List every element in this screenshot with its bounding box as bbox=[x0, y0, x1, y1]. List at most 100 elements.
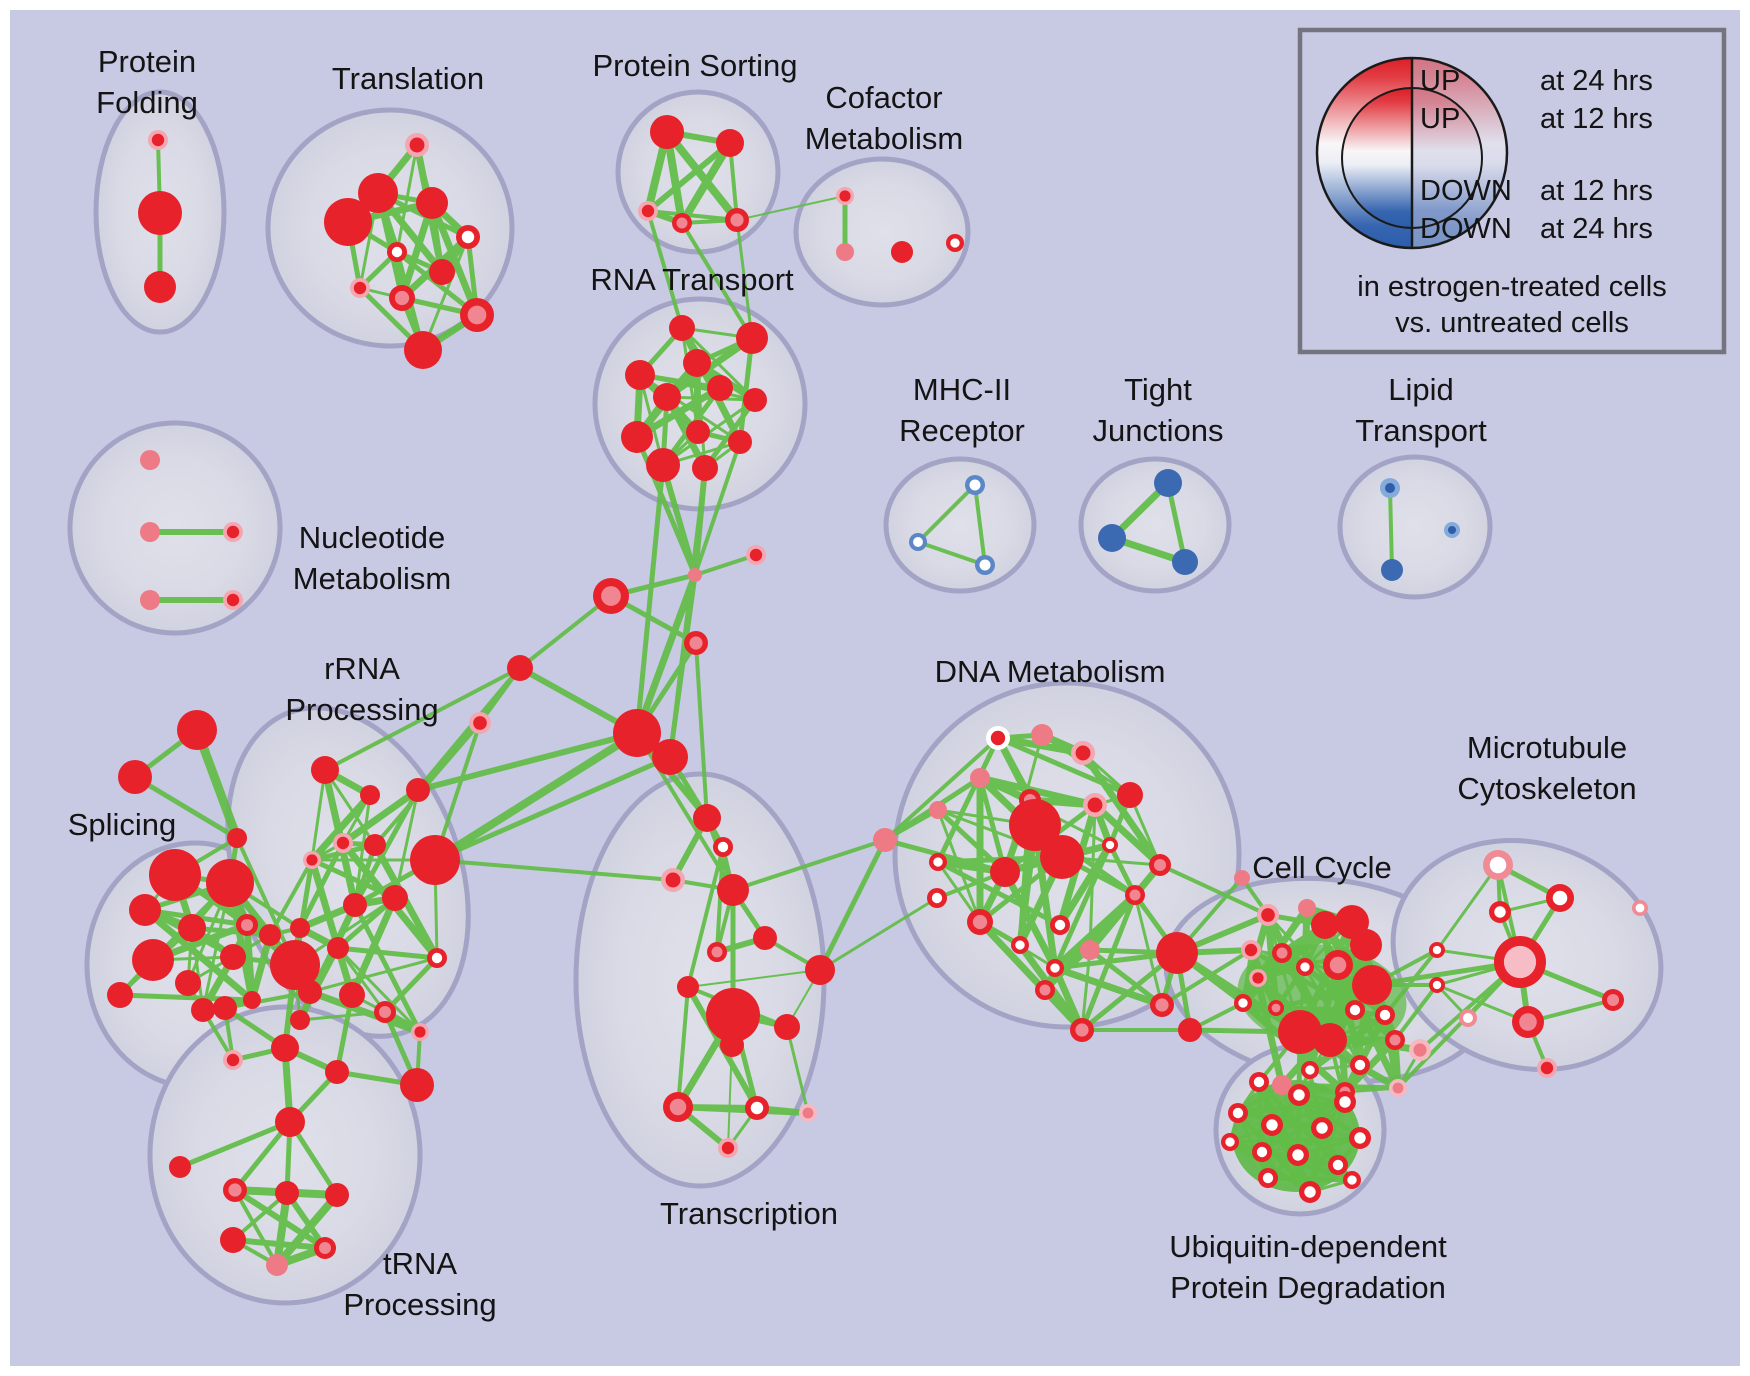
gene-node bbox=[669, 315, 695, 341]
gene-node bbox=[206, 859, 254, 907]
gene-node bbox=[728, 430, 752, 454]
gene-node bbox=[358, 173, 398, 213]
edge bbox=[298, 1010, 387, 1022]
edge bbox=[308, 956, 439, 994]
edge bbox=[273, 1189, 291, 1269]
gene-node bbox=[1080, 940, 1100, 960]
gene-node bbox=[339, 982, 365, 1008]
edge bbox=[1383, 948, 1439, 1017]
gene-node bbox=[1381, 559, 1403, 581]
cluster-label-mhc-ii-receptor: MHC-II Receptor bbox=[899, 372, 1025, 448]
edge bbox=[1296, 1092, 1363, 1141]
edge bbox=[693, 553, 758, 577]
gene-node bbox=[343, 893, 367, 917]
gene-node bbox=[311, 756, 339, 784]
gene-node bbox=[707, 375, 733, 401]
cluster-label-line: Ubiquitin-dependent bbox=[1169, 1229, 1447, 1264]
edge bbox=[1435, 983, 1530, 1024]
gene-node bbox=[836, 243, 854, 261]
gene-node-center bbox=[990, 730, 1006, 746]
edge bbox=[248, 931, 274, 1004]
gene-node-center bbox=[1606, 993, 1620, 1007]
cluster-label-line: Receptor bbox=[899, 413, 1025, 448]
legend-direction-label: UP bbox=[1420, 103, 1460, 135]
gene-node-center bbox=[1349, 1004, 1361, 1016]
gene-node bbox=[507, 655, 533, 681]
cluster-label-line: Tight bbox=[1124, 372, 1192, 407]
gene-node bbox=[290, 1010, 310, 1030]
gene-node bbox=[271, 1034, 299, 1062]
gene-node-center bbox=[1105, 840, 1115, 850]
gene-node-center bbox=[676, 217, 688, 229]
edge bbox=[1079, 749, 1164, 869]
gene-node-center bbox=[1489, 856, 1507, 874]
gene-node-center bbox=[228, 1183, 242, 1197]
edge bbox=[141, 906, 256, 1004]
gene-node bbox=[873, 828, 897, 852]
gene-node-center bbox=[839, 190, 851, 202]
gene-node-center bbox=[391, 246, 403, 258]
gene-node-center bbox=[1054, 919, 1066, 931]
gene-node bbox=[686, 420, 710, 444]
cluster-label-line: DNA Metabolism bbox=[935, 654, 1166, 689]
gene-node-center bbox=[151, 133, 165, 147]
gene-node bbox=[706, 988, 760, 1042]
gene-node-center bbox=[226, 1053, 240, 1067]
edge bbox=[1091, 801, 1164, 869]
gene-node bbox=[1009, 799, 1061, 851]
gene-node bbox=[621, 421, 653, 453]
gene-node bbox=[1172, 549, 1198, 575]
edge bbox=[634, 462, 666, 736]
cluster-label-protein-sorting: Protein Sorting bbox=[592, 48, 797, 83]
gene-node bbox=[213, 996, 237, 1020]
gene-node bbox=[1098, 524, 1126, 552]
gene-node-center bbox=[1087, 797, 1103, 813]
gene-node-center bbox=[240, 918, 254, 932]
gene-node-center bbox=[1354, 1059, 1366, 1071]
gene-node bbox=[298, 980, 322, 1004]
gene-node-center bbox=[1129, 889, 1141, 901]
gene-node-center bbox=[669, 1098, 687, 1116]
edge bbox=[1001, 868, 1059, 972]
gene-node-center bbox=[1503, 945, 1537, 979]
edge bbox=[1341, 1036, 1399, 1096]
edge bbox=[223, 990, 312, 1010]
edge bbox=[431, 729, 641, 864]
legend-time-label: at 24 hrs bbox=[1540, 65, 1653, 97]
edge bbox=[916, 483, 977, 544]
gene-node bbox=[429, 259, 455, 285]
cluster-label-rrna-processing: rRNA Processing bbox=[285, 651, 438, 727]
gene-node-center bbox=[318, 1241, 332, 1255]
cluster-label-line: Metabolism bbox=[293, 561, 452, 596]
gene-node-center bbox=[972, 914, 988, 930]
gene-node-center bbox=[1252, 972, 1264, 984]
gene-node-center bbox=[1494, 906, 1506, 918]
gene-node bbox=[1117, 782, 1143, 808]
gene-node-center bbox=[933, 857, 943, 867]
gene-node bbox=[1298, 899, 1316, 917]
edge bbox=[736, 195, 846, 221]
gene-node bbox=[220, 944, 246, 970]
gene-node-center bbox=[601, 586, 621, 606]
edge bbox=[1273, 1005, 1388, 1018]
edge bbox=[273, 1191, 341, 1269]
edge bbox=[310, 768, 327, 862]
gene-node bbox=[753, 926, 777, 950]
cluster-label-line: Cytoskeleton bbox=[1457, 771, 1636, 806]
gene-node-center bbox=[1261, 908, 1275, 922]
gene-node-center bbox=[1432, 945, 1442, 955]
cluster-label-line: Processing bbox=[343, 1287, 496, 1322]
cluster-label-rna-transport: RNA Transport bbox=[590, 262, 794, 297]
gene-node-center bbox=[336, 836, 350, 850]
cluster-ellipse-nucleotide-metabolism bbox=[67, 420, 283, 636]
cluster-label-line: rRNA bbox=[324, 651, 400, 686]
gene-node bbox=[275, 1181, 299, 1205]
gene-node-center bbox=[711, 946, 723, 958]
gene-node-center bbox=[1354, 1132, 1366, 1144]
edge bbox=[243, 921, 256, 1004]
edge bbox=[308, 856, 342, 952]
edge bbox=[1158, 863, 1270, 917]
edge bbox=[1388, 486, 1394, 572]
gene-node bbox=[275, 1107, 305, 1137]
